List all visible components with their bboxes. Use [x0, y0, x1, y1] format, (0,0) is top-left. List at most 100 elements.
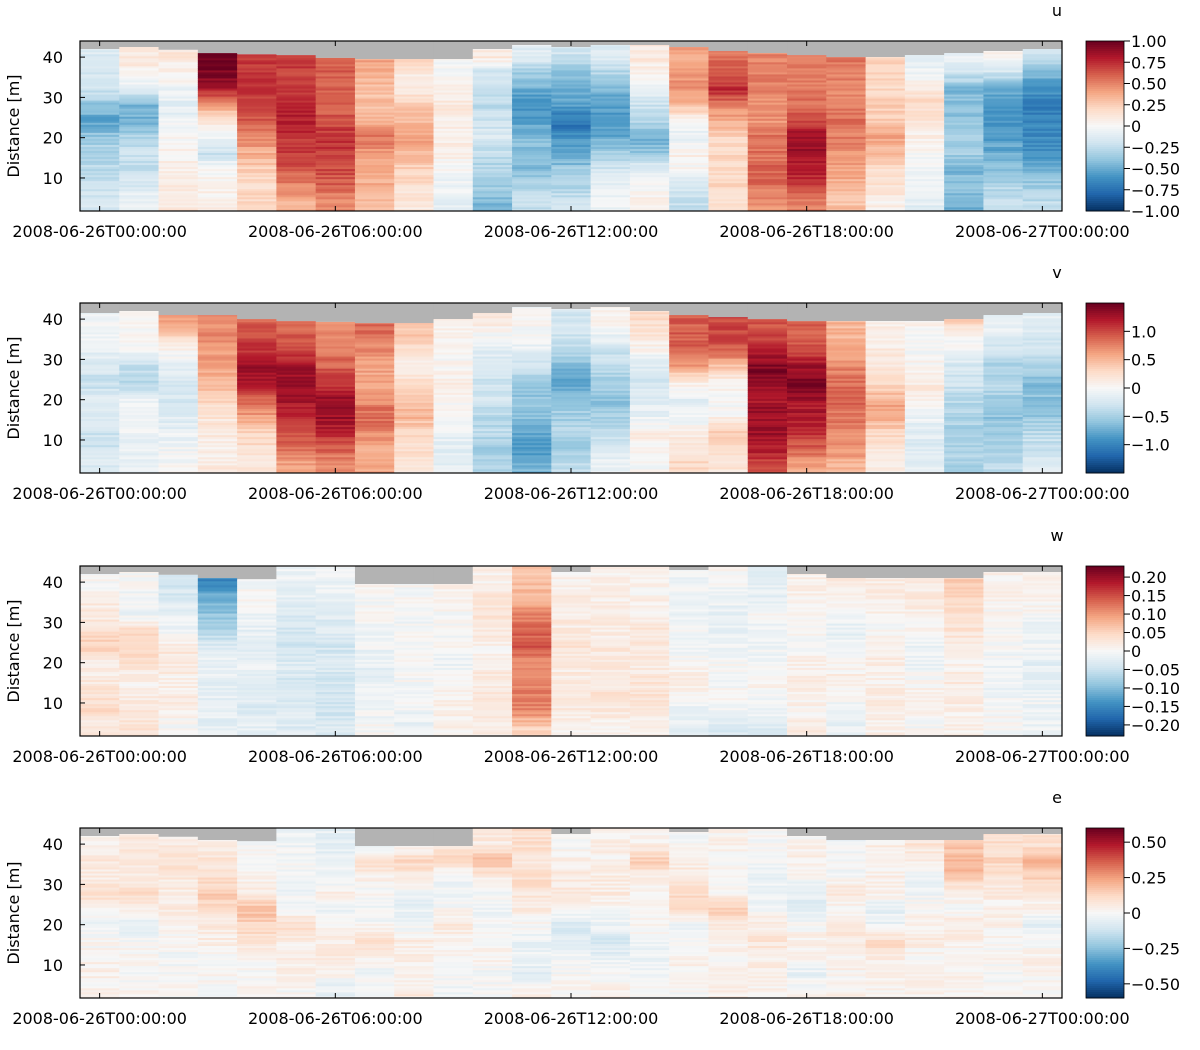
- heatmap-cell: [1022, 63, 1063, 67]
- heatmap-cell: [276, 74, 317, 77]
- heatmap-cell: [826, 142, 867, 145]
- heatmap-cell: [944, 53, 984, 57]
- heatmap-cell: [80, 412, 120, 415]
- heatmap-cell: [158, 386, 199, 389]
- heatmap-cell: [433, 63, 474, 67]
- heatmap-cell: [983, 354, 1024, 357]
- heatmap-cell: [158, 118, 199, 121]
- heatmap-cell: [826, 100, 867, 103]
- heatmap-cell: [80, 57, 120, 61]
- heatmap-cell: [158, 422, 199, 426]
- heatmap-cell: [708, 204, 749, 208]
- heatmap-cell: [629, 98, 670, 101]
- heatmap-cell: [944, 152, 984, 155]
- heatmap-cell: [512, 98, 552, 101]
- heatmap-cell: [708, 192, 749, 196]
- heatmap-cell: [394, 392, 435, 395]
- heatmap-cell: [158, 76, 199, 79]
- heatmap-cell: [826, 360, 867, 363]
- heatmap-cell: [197, 338, 238, 341]
- colorbar-segment: [1086, 127, 1124, 130]
- heatmap-cell: [904, 426, 945, 430]
- heatmap-cell: [80, 188, 120, 192]
- heatmap-cell: [512, 350, 552, 353]
- heatmap-cell: [983, 448, 1024, 452]
- heatmap-cell: [865, 94, 906, 97]
- heatmap-cell: [80, 92, 120, 95]
- heatmap-cell: [315, 460, 356, 464]
- heatmap-cell: [747, 422, 788, 426]
- heatmap-cell: [433, 98, 474, 101]
- heatmap-cell: [394, 184, 435, 188]
- heatmap-cell: [747, 182, 788, 186]
- heatmap-cell: [472, 444, 513, 448]
- heatmap-cell: [433, 208, 474, 212]
- heatmap-cell: [197, 364, 238, 367]
- heatmap-cell: [669, 354, 709, 357]
- heatmap-cell: [158, 128, 199, 131]
- heatmap-cell: [354, 186, 395, 190]
- heatmap-cell: [590, 368, 631, 371]
- heatmap-cell: [394, 370, 435, 373]
- heatmap-cell: [394, 104, 435, 107]
- heatmap-cell: [80, 416, 120, 420]
- heatmap-cell: [983, 206, 1024, 210]
- heatmap-cell: [1022, 424, 1063, 428]
- heatmap-cell: [826, 150, 867, 153]
- heatmap-cell: [669, 84, 709, 87]
- heatmap-cell: [551, 126, 592, 129]
- heatmap-cell: [315, 338, 356, 341]
- heatmap-cell: [669, 448, 709, 452]
- heatmap-cell: [629, 200, 670, 204]
- heatmap-cell: [787, 94, 827, 97]
- heatmap-cell: [472, 422, 513, 426]
- heatmap-cell: [904, 138, 945, 141]
- heatmap-cell: [512, 136, 552, 139]
- heatmap-cell: [119, 402, 160, 405]
- heatmap-cell: [158, 410, 199, 413]
- heatmap-cell: [119, 88, 160, 91]
- heatmap-cell: [276, 174, 317, 178]
- heatmap-cell: [747, 126, 788, 129]
- heatmap-cell: [551, 136, 592, 139]
- heatmap-cell: [708, 436, 749, 440]
- heatmap-cell: [708, 446, 749, 450]
- heatmap-cell: [354, 154, 395, 158]
- heatmap-cell: [433, 368, 474, 371]
- heatmap-cell: [983, 51, 1024, 55]
- heatmap-cell: [629, 404, 670, 407]
- heatmap-cell: [433, 198, 474, 202]
- heatmap-cell: [590, 206, 631, 210]
- heatmap-cell: [669, 53, 709, 57]
- heatmap-cell: [865, 323, 906, 327]
- heatmap-cell: [119, 346, 160, 349]
- heatmap-cell: [826, 354, 867, 357]
- masked-cell: [433, 566, 474, 585]
- heatmap-cell: [983, 126, 1024, 129]
- heatmap-cell: [747, 94, 788, 97]
- heatmap-cell: [433, 323, 474, 327]
- heatmap-cell: [904, 327, 945, 331]
- heatmap-cell: [944, 360, 984, 363]
- heatmap-cell: [826, 321, 867, 323]
- heatmap-cell: [472, 442, 513, 446]
- heatmap-cell: [512, 354, 552, 357]
- heatmap-cell: [512, 323, 552, 327]
- heatmap-cell: [708, 404, 749, 407]
- heatmap-cell: [629, 319, 670, 323]
- heatmap-cell: [708, 80, 749, 83]
- heatmap-cell: [315, 196, 356, 200]
- heatmap-cell: [276, 394, 317, 397]
- heatmap-cell: [394, 202, 435, 206]
- heatmap-cell: [197, 412, 238, 415]
- heatmap-cell: [119, 61, 160, 65]
- heatmap-cell: [315, 184, 356, 188]
- heatmap-cell: [590, 408, 631, 411]
- heatmap-cell: [551, 61, 592, 65]
- heatmap-cell: [944, 350, 984, 353]
- heatmap-cell: [590, 158, 631, 162]
- heatmap-cell: [315, 372, 356, 375]
- colorbar-segment: [1086, 125, 1124, 128]
- heatmap-cell: [708, 112, 749, 115]
- heatmap-cell: [119, 352, 160, 355]
